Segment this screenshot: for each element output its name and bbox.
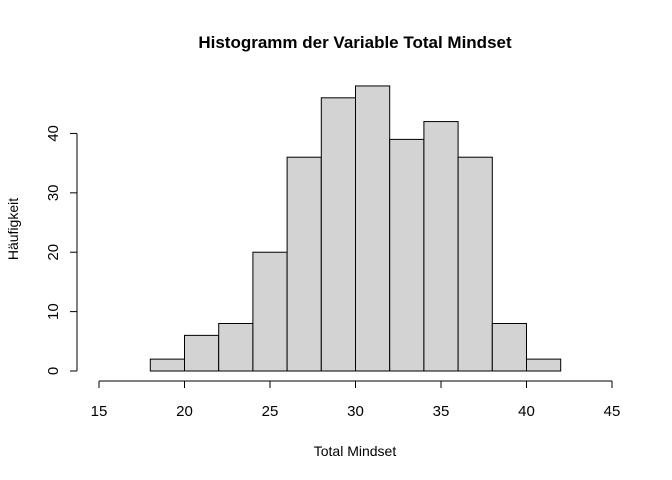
y-axis: 0 10 20 30 40 bbox=[45, 125, 78, 375]
histogram-bar bbox=[320, 97, 356, 372]
histogram-bar bbox=[286, 156, 322, 372]
y-tick-label: 30 bbox=[45, 184, 62, 201]
y-tick-label: 10 bbox=[45, 303, 62, 320]
histogram-bar bbox=[491, 322, 527, 372]
x-axis: 15 20 25 30 35 40 45 bbox=[91, 380, 621, 420]
histogram-bar bbox=[389, 138, 425, 372]
y-tick-label: 40 bbox=[45, 125, 62, 142]
chart-title: Histogramm der Variable Total Mindset bbox=[198, 33, 512, 52]
histogram-bar bbox=[149, 358, 186, 372]
histogram-bar bbox=[184, 334, 220, 372]
y-tick-label: 0 bbox=[45, 367, 62, 375]
histogram-bar bbox=[526, 358, 562, 372]
bars-group bbox=[149, 85, 562, 372]
y-axis-label: Häufigkeit bbox=[5, 198, 21, 260]
x-tick-label: 25 bbox=[262, 403, 279, 420]
histogram-bar bbox=[355, 85, 391, 372]
x-axis-label: Total Mindset bbox=[314, 443, 397, 459]
x-tick-label: 15 bbox=[91, 403, 108, 420]
histogram-bar bbox=[218, 322, 254, 372]
x-tick-label: 20 bbox=[176, 403, 193, 420]
x-tick-label: 45 bbox=[604, 403, 621, 420]
histogram-bar bbox=[457, 156, 493, 372]
x-tick-label: 40 bbox=[518, 403, 535, 420]
x-tick-label: 35 bbox=[433, 403, 450, 420]
histogram-bar bbox=[252, 251, 288, 372]
y-tick-label: 20 bbox=[45, 244, 62, 261]
histogram-bar bbox=[423, 121, 459, 372]
x-tick-label: 30 bbox=[347, 403, 364, 420]
